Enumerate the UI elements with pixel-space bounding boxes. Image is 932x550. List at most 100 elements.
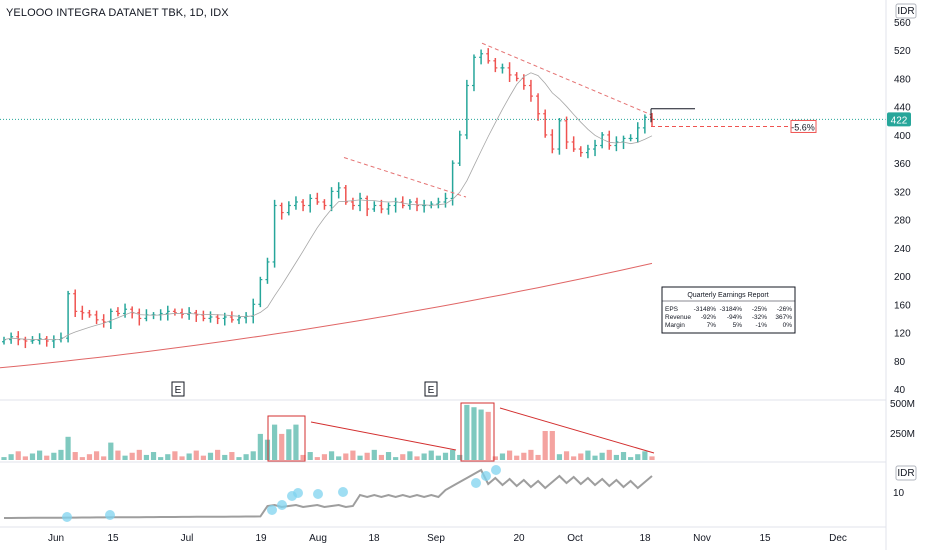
ohlc-bar	[87, 309, 92, 318]
volume-bar	[549, 431, 555, 460]
ohlc-bar	[115, 307, 120, 317]
price-pane: -5.6%	[0, 42, 886, 369]
volume-bar	[101, 456, 107, 460]
time-tick-label: 18	[639, 533, 651, 544]
indicator-highlight	[293, 488, 303, 498]
indicator-line	[4, 468, 653, 519]
ohlc-bar	[23, 336, 28, 349]
ohlc-bar	[642, 114, 647, 134]
ohlc-bar	[80, 305, 85, 320]
time-tick-label: Jul	[181, 533, 194, 544]
volume-bar	[599, 452, 605, 460]
ohlc-bar	[301, 199, 306, 212]
ohlc-bar	[251, 298, 256, 324]
ohlc-bar	[557, 117, 562, 155]
volume-bar	[165, 454, 171, 460]
price-tick-label: 560	[894, 18, 911, 29]
time-tick-label: 18	[368, 533, 380, 544]
volume-bar	[286, 429, 292, 460]
ohlc-bar	[66, 290, 71, 343]
price-tick-label: 280	[894, 216, 911, 227]
last-price-badge	[887, 112, 911, 127]
ohlc-bar	[229, 311, 234, 323]
indicator-highlight	[481, 471, 491, 481]
ohlc-bar	[137, 308, 142, 326]
volume-bar	[457, 454, 463, 460]
indicator-highlight	[62, 512, 72, 522]
indicator-pane: IDR 10	[4, 465, 917, 522]
volume-bar	[357, 455, 363, 460]
ohlc-bar	[293, 196, 298, 210]
volume-bar	[1, 457, 7, 460]
volume-bar	[129, 452, 135, 460]
ohlc-bar	[51, 335, 56, 349]
chart-title: YELOOO INTEGRA DATANET TBK, 1D, IDX	[6, 7, 229, 19]
volume-bar	[592, 455, 598, 460]
volume-bar	[257, 433, 263, 460]
indicator-currency-box	[895, 465, 917, 481]
volume-bar	[414, 456, 420, 460]
ohlc-bar	[600, 132, 605, 149]
ohlc-bar	[493, 57, 498, 73]
earnings-table-title: Quarterly Earnings Report	[687, 292, 768, 299]
volume-bar	[314, 457, 320, 460]
volume-bar	[450, 449, 456, 460]
ohlc-bar	[44, 336, 49, 347]
ohlc-bar	[286, 201, 291, 216]
volume-bar	[442, 452, 449, 460]
volume-bar	[528, 449, 534, 460]
ohlc-bar	[37, 333, 42, 345]
volume-bar	[350, 450, 356, 460]
volume-bar	[193, 450, 199, 460]
price-tick-label: 160	[894, 300, 911, 311]
ohlc-bar	[436, 197, 441, 209]
ohlc-bar	[528, 79, 533, 102]
volume-bar	[485, 411, 491, 460]
volume-bar	[478, 409, 484, 460]
volume-bar	[179, 456, 185, 460]
ohlc-bar	[336, 182, 341, 199]
overlay: E E Quarterly Earnings Report EPS -3148% -318…	[171, 286, 796, 397]
ohlc-bar	[108, 308, 113, 330]
earnings-row-value: -32%	[752, 314, 767, 321]
time-tick-label: Dec	[829, 533, 847, 544]
ohlc-bar	[308, 194, 313, 213]
volume-trendline	[499, 407, 655, 454]
ohlc-bar	[329, 187, 334, 212]
volume-bar	[79, 457, 85, 460]
volume-bar	[571, 456, 577, 460]
volume-bar	[65, 436, 71, 460]
volume-bar	[421, 453, 427, 460]
ohlc-bar	[201, 310, 206, 322]
earnings-row-label: Margin	[665, 322, 685, 329]
volume-bar	[264, 439, 271, 460]
price-tick-label: 360	[894, 159, 911, 170]
volume-bar	[29, 453, 36, 460]
ohlc-bar	[471, 54, 476, 92]
ohlc-bar	[322, 199, 327, 210]
time-tick-label: Nov	[693, 533, 711, 544]
earnings-row-label: EPS	[665, 306, 679, 313]
volume-bar	[72, 452, 78, 460]
price-tick-label: 80	[894, 357, 906, 368]
volume-bar	[521, 452, 527, 460]
ohlc-bar	[635, 122, 640, 143]
price-tick-label: 40	[894, 385, 906, 396]
volume-highlight-box	[267, 415, 306, 462]
indicator-highlight	[471, 478, 481, 488]
indicator-highlight	[313, 489, 323, 499]
ohlc-bar	[571, 136, 576, 152]
ohlc-bar	[536, 93, 541, 121]
volume-bar	[514, 455, 520, 460]
indicator-highlight	[338, 487, 348, 497]
target-label: -5.6%	[791, 122, 815, 132]
indicator-highlight	[267, 505, 277, 515]
ohlc-bar	[464, 79, 469, 140]
ohlc-bar	[479, 49, 484, 65]
ohlc-bar	[593, 139, 598, 157]
volume-bar	[150, 452, 157, 460]
volume-bar	[86, 454, 93, 460]
indicator-tick-label: 10	[893, 488, 905, 499]
volume-bar	[143, 454, 150, 460]
